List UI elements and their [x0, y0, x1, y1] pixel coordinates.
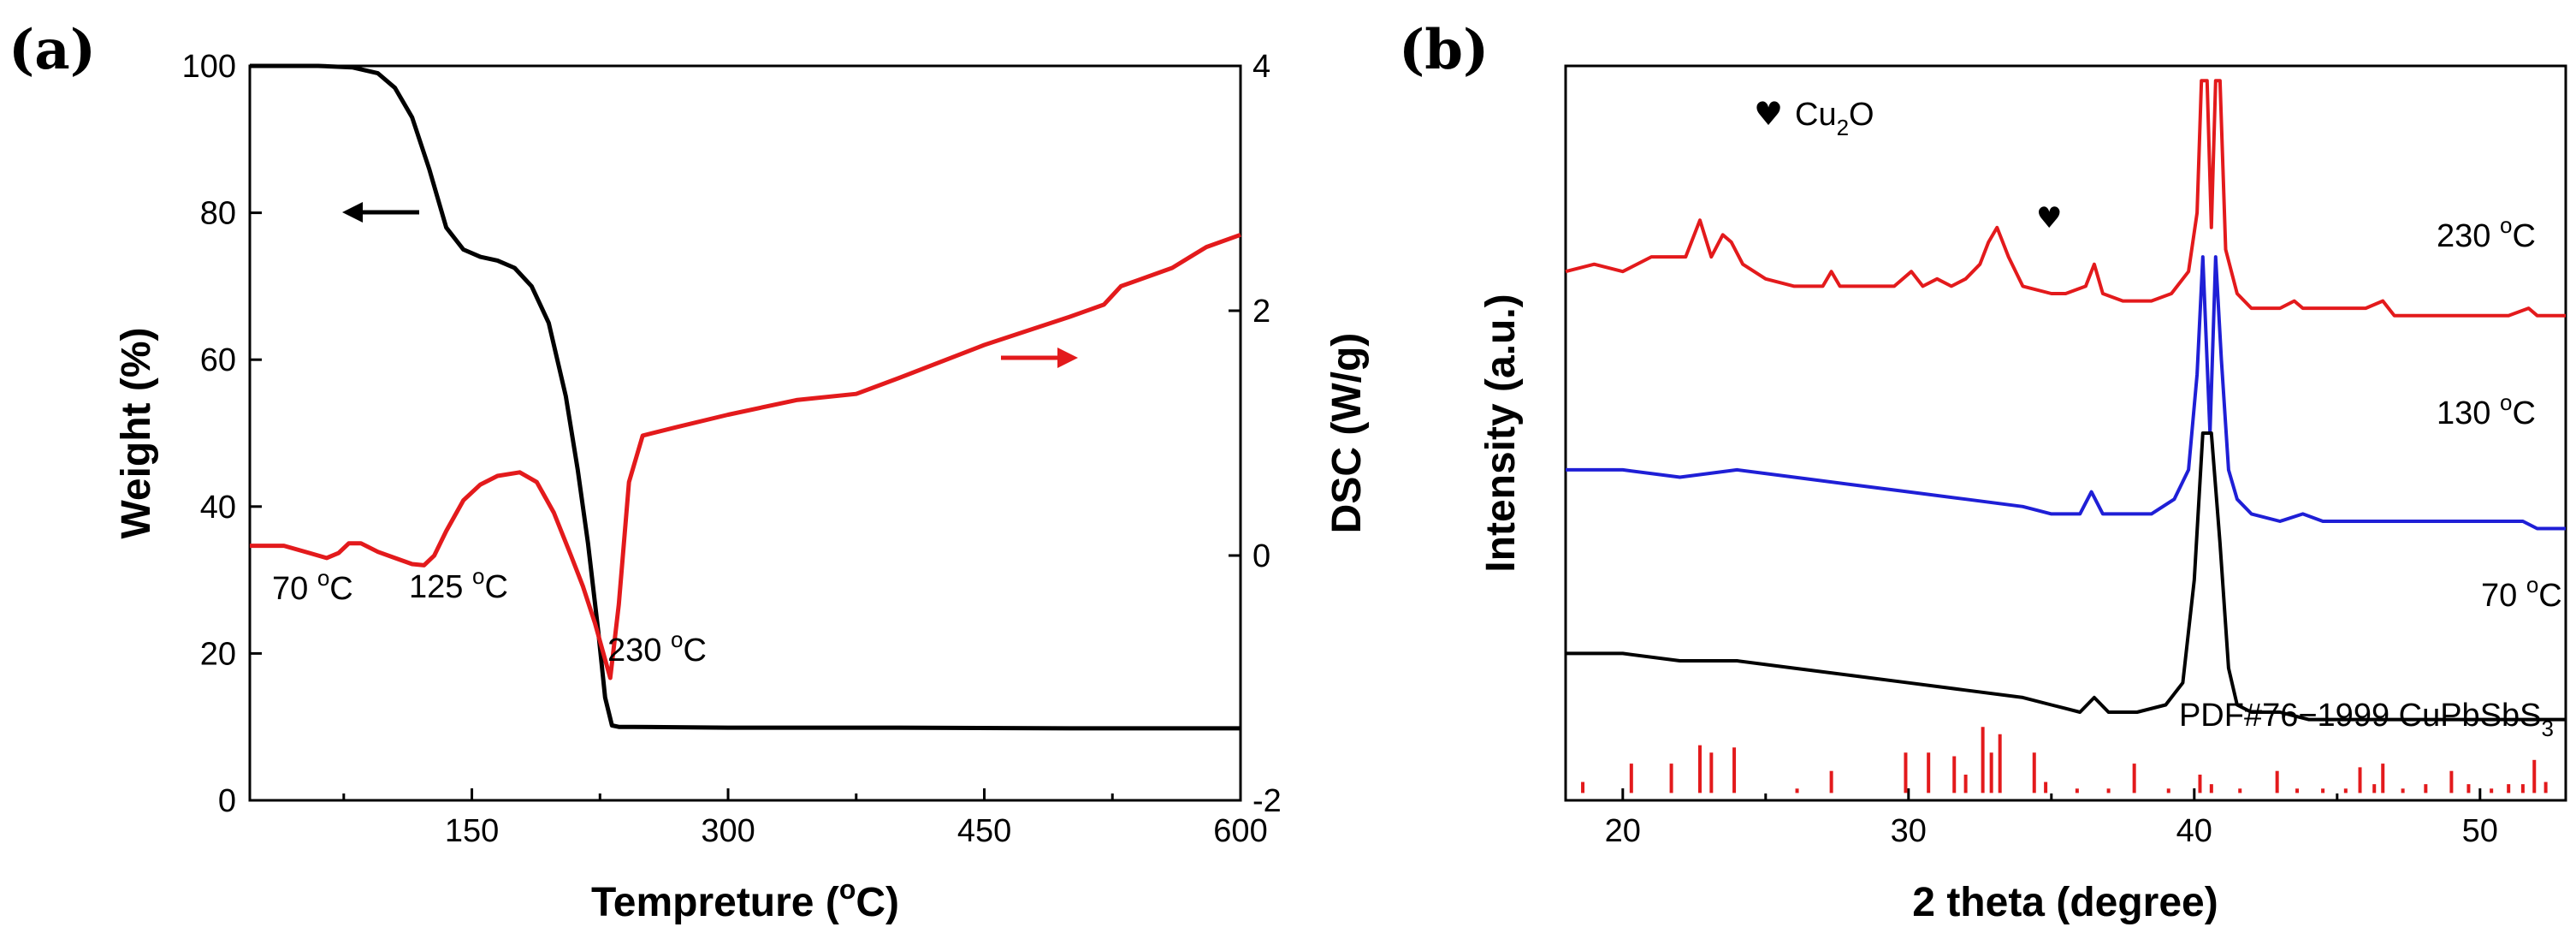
panel-b-x-tick-label: 20 — [1605, 813, 1641, 849]
panel-a-right-y-tick-label: 4 — [1252, 49, 1270, 85]
panel-b-plot-frame — [1564, 64, 2567, 802]
panel-a-plot-frame — [248, 64, 1242, 802]
panel-b-x-tick-label: 30 — [1891, 813, 1927, 849]
weight-curve-line — [250, 63, 1241, 731]
cu2o-peak-heart-icon: ♥ — [2036, 201, 2062, 235]
weight-axis-arrow — [342, 202, 419, 223]
dsc-curve-line — [250, 232, 1241, 680]
xrd-trace-230c-line — [1565, 79, 2566, 318]
panel-b-y-axis-title: Intensity (a.u.) — [1478, 294, 1524, 572]
pdf-reference-label: PDF#76−1999 CuPbSbS3 — [2179, 698, 2554, 741]
panel-a-ticks: 150 300 450 600 0 20 40 60 80 100 -2 0 2 4 — [182, 49, 1282, 849]
annotation-70c: 70 oC — [272, 565, 353, 607]
panel-a-left-y-tick-label: 100 — [182, 49, 236, 85]
panel-a-left-y-tick-label: 0 — [218, 783, 236, 819]
panel-b: (b) 20 30 40 50 ♥ Cu2O ♥ 230 oC 130 oC 70 o… — [1399, 18, 2567, 925]
panel-a-left-y-axis-title: Weight (%) — [114, 327, 159, 538]
panel-a-x-tick-label: 450 — [957, 813, 1011, 849]
panel-b-x-axis-title: 2 theta (degree) — [1912, 880, 2218, 925]
panel-a-x-tick-label: 150 — [445, 813, 499, 849]
dsc-axis-arrow — [1001, 348, 1078, 368]
panel-a-right-y-tick-label: 2 — [1252, 294, 1270, 330]
panel-a-x-tick-label: 300 — [701, 813, 755, 849]
panel-b-ticks: 20 30 40 50 — [1605, 788, 2498, 849]
panel-a-left-y-tick-label: 60 — [200, 342, 236, 378]
panel-b-x-tick-label: 40 — [2176, 813, 2212, 849]
panel-a-x-axis-title: Tempreture (oC) — [591, 874, 899, 925]
panel-a-x-tick-label: 600 — [1213, 813, 1267, 849]
panel-b-x-tick-label: 50 — [2462, 813, 2498, 849]
panel-a-left-y-tick-label: 40 — [200, 490, 236, 526]
panel-a-left-y-tick-label: 80 — [200, 196, 236, 232]
xrd-trace-130c-line — [1566, 255, 2566, 531]
panel-a-right-y-axis-title: DSC (W/g) — [1324, 333, 1370, 534]
cu2o-legend-label: Cu2O — [1795, 97, 1874, 140]
panel-b-series — [1565, 79, 2566, 793]
panel-a-right-y-tick-label: -2 — [1252, 783, 1282, 819]
panel-a-series — [250, 63, 1241, 731]
panel-a-label: (a) — [9, 18, 96, 82]
annotation-125c: 125 oC — [409, 563, 508, 605]
trace-label-130c: 130 oC — [2437, 389, 2536, 431]
panel-a-left-y-tick-label: 20 — [200, 636, 236, 672]
trace-label-70c: 70 oC — [2481, 572, 2562, 614]
trace-label-230c: 230 oC — [2437, 212, 2536, 254]
panel-b-label: (b) — [1399, 18, 1489, 82]
panel-a-right-y-tick-label: 0 — [1252, 538, 1270, 574]
cu2o-legend-heart-icon: ♥ — [1754, 95, 1783, 133]
annotation-230c: 230 oC — [607, 627, 707, 669]
xrd-trace-70c-line — [1566, 431, 2566, 722]
